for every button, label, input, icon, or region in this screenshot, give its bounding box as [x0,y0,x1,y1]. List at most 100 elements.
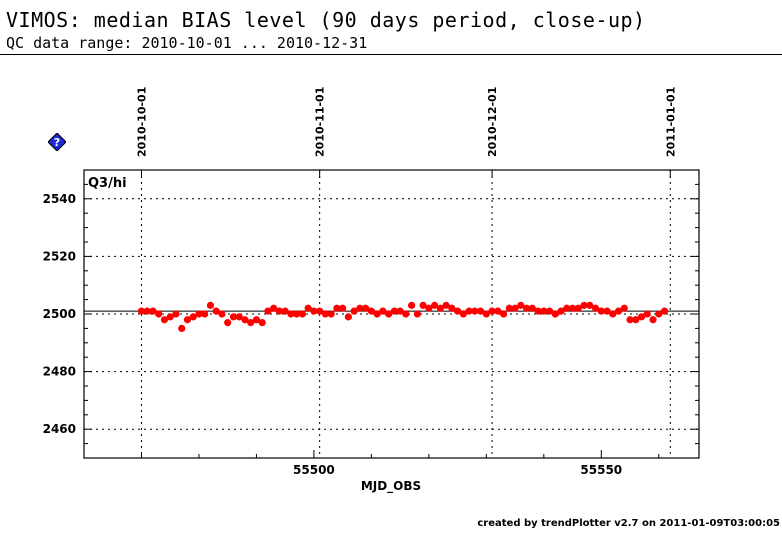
data-point [563,304,571,312]
data-point [339,304,347,312]
data-point [620,304,628,312]
data-point [137,307,146,315]
data-point [160,316,169,324]
data-point [287,310,295,318]
data-point [442,301,450,309]
data-point [172,310,180,318]
data-point [637,313,646,321]
x-axis-label: MJD_OBS [361,479,421,494]
data-point [396,307,404,315]
data-point [293,310,301,318]
data-point [591,304,600,312]
data-point [310,307,318,315]
data-point [350,307,358,315]
data-point [649,316,657,324]
data-point [275,307,284,315]
data-point [494,307,502,315]
data-point [545,307,554,315]
data-point [517,301,525,309]
data-point [453,307,462,315]
data-point [580,301,588,309]
data-point [206,301,215,309]
data-point [534,307,542,315]
y-tick-label: 2480 [43,365,76,379]
data-point [459,310,467,318]
data-point [258,319,266,327]
data-point [155,310,163,318]
data-point [367,307,375,315]
data-point [431,301,439,309]
data-point [385,310,393,318]
data-point [499,310,508,318]
data-point [522,304,531,312]
data-point [281,307,289,315]
svg-text:?: ? [54,136,60,149]
x-tick-label: 55550 [580,463,622,477]
page-title: VIMOS: median BIAS level (90 days period… [6,8,646,32]
data-point [551,310,559,318]
panel-label: Q3/hi [88,176,127,191]
data-point [465,307,473,315]
data-point [402,310,410,318]
data-point [528,304,536,312]
data-point [448,304,456,312]
data-point [482,310,490,318]
date-tick-label: 2011-01-01 [664,87,677,157]
data-point [149,307,157,315]
data-point [586,301,594,309]
data-point [574,304,582,312]
data-point [195,310,203,318]
data-point [557,307,565,315]
data-point [143,307,151,315]
data-point [488,307,496,315]
y-tick-label: 2460 [43,422,76,436]
y-tick-label: 2540 [43,192,76,206]
data-point [166,313,174,321]
data-point [247,319,255,327]
data-point [390,307,398,315]
data-point [333,304,341,312]
data-point [218,310,226,318]
y-tick-label: 2500 [43,307,76,321]
data-point [655,310,663,318]
data-point [229,313,238,321]
data-point [235,313,243,321]
data-point [178,324,186,332]
data-point [316,307,324,315]
data-point [189,313,197,321]
data-point [597,307,605,315]
data-point [626,316,634,324]
data-point [471,307,479,315]
data-point [321,310,330,318]
axis-ticks [83,169,699,459]
data-point [614,307,623,315]
data-point [373,310,381,318]
data-point [413,310,421,318]
data-point [632,316,640,324]
data-point [264,307,272,315]
data-point [511,304,519,312]
data-point [568,304,577,312]
data-point [224,319,232,327]
data-point [408,301,416,309]
data-point [270,304,278,312]
help-diamond-icon[interactable]: ? [48,133,66,151]
data-point [252,316,261,324]
x-tick-label: 55500 [293,463,335,477]
data-point [425,304,433,312]
data-point [362,304,370,312]
data-point [419,301,427,309]
header-divider [0,54,782,55]
data-point [476,307,485,315]
date-tick-label: 2010-11-01 [314,87,327,157]
data-point [609,310,617,318]
data-point [643,310,651,318]
data-point [241,316,249,324]
date-tick-label: 2010-10-01 [135,87,148,157]
data-point [379,307,387,315]
data-point [436,304,444,312]
data-point [540,307,548,315]
data-point [344,313,352,321]
footer-credit: created by trendPlotter v2.7 on 2011-01-… [477,518,780,529]
